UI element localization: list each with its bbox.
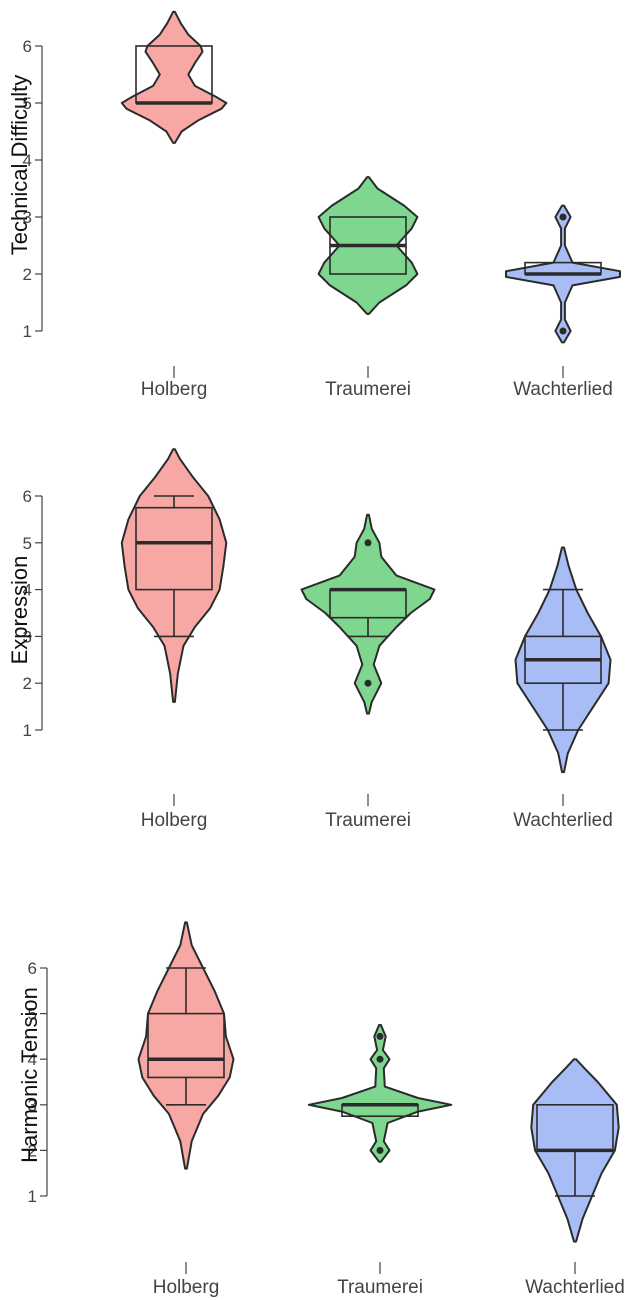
y-tick-label: 5 bbox=[23, 94, 32, 113]
violin-body bbox=[120, 448, 228, 703]
x-category-label: Wachterlied bbox=[525, 1277, 625, 1298]
box bbox=[135, 506, 213, 591]
y-tick-label: 1 bbox=[23, 322, 32, 341]
violin-traumerei bbox=[307, 1024, 453, 1163]
violin-body bbox=[300, 513, 436, 715]
violin-holberg bbox=[137, 921, 235, 1170]
violin-holberg bbox=[120, 10, 228, 144]
y-axis-title: Expression bbox=[7, 556, 32, 665]
y-tick-label: 4 bbox=[23, 151, 32, 170]
y-tick-label: 4 bbox=[23, 581, 32, 600]
y-axis-title: Technical Difficulty bbox=[7, 75, 32, 256]
y-tick-label: 2 bbox=[23, 265, 32, 284]
y-tick-label: 6 bbox=[23, 487, 32, 506]
chart-panel-2: 1 2 3 4 5 6 Expression Holberg Traumerei Wachterl… bbox=[7, 448, 613, 831]
y-tick-label: 6 bbox=[23, 37, 32, 56]
y-tick-label: 3 bbox=[23, 627, 32, 646]
violin-body bbox=[307, 1024, 453, 1163]
x-category-label: Holberg bbox=[141, 379, 208, 400]
violin-wachterlied bbox=[530, 1058, 620, 1243]
y-tick-label: 3 bbox=[28, 1096, 37, 1115]
violin-holberg bbox=[120, 448, 228, 703]
x-category-label: Traumerei bbox=[325, 379, 411, 400]
y-tick-label: 2 bbox=[23, 674, 32, 693]
violin-wachterlied bbox=[514, 546, 612, 774]
y-tick-label: 1 bbox=[28, 1187, 37, 1206]
x-category-label: Wachterlied bbox=[513, 379, 613, 400]
outlier-point bbox=[559, 213, 567, 221]
violin-body bbox=[120, 10, 228, 144]
y-tick-label: 1 bbox=[23, 721, 32, 740]
y-axis-title: Harmonic Tension bbox=[17, 987, 42, 1163]
violin-body bbox=[137, 921, 235, 1170]
outlier-point bbox=[364, 679, 372, 687]
y-tick-label: 5 bbox=[28, 1005, 37, 1024]
outlier-point bbox=[376, 1032, 384, 1040]
box bbox=[147, 1012, 225, 1079]
violin-traumerei bbox=[300, 513, 436, 715]
outlier-point bbox=[364, 539, 372, 547]
violin-wachterlied bbox=[505, 204, 621, 344]
chart-panel-3: 1 2 3 4 5 6 Harmonic Tension Holberg Traumerei Wa… bbox=[17, 921, 625, 1298]
x-category-label: Wachterlied bbox=[513, 810, 613, 831]
outlier-point bbox=[376, 1146, 384, 1154]
y-tick-label: 5 bbox=[23, 534, 32, 553]
chart-panel-1: 1 2 3 4 5 6 Technical Difficulty Holberg Traumer… bbox=[7, 10, 621, 400]
outlier-point bbox=[376, 1055, 384, 1063]
y-tick-label: 2 bbox=[28, 1141, 37, 1160]
x-category-label: Traumerei bbox=[337, 1277, 423, 1298]
violin-traumerei bbox=[317, 176, 419, 315]
y-tick-label: 3 bbox=[23, 208, 32, 227]
y-tick-label: 4 bbox=[28, 1050, 37, 1069]
outlier-point bbox=[559, 327, 567, 335]
y-tick-label: 6 bbox=[28, 959, 37, 978]
x-category-label: Traumerei bbox=[325, 810, 411, 831]
x-category-label: Holberg bbox=[141, 810, 208, 831]
x-category-label: Holberg bbox=[153, 1277, 220, 1298]
